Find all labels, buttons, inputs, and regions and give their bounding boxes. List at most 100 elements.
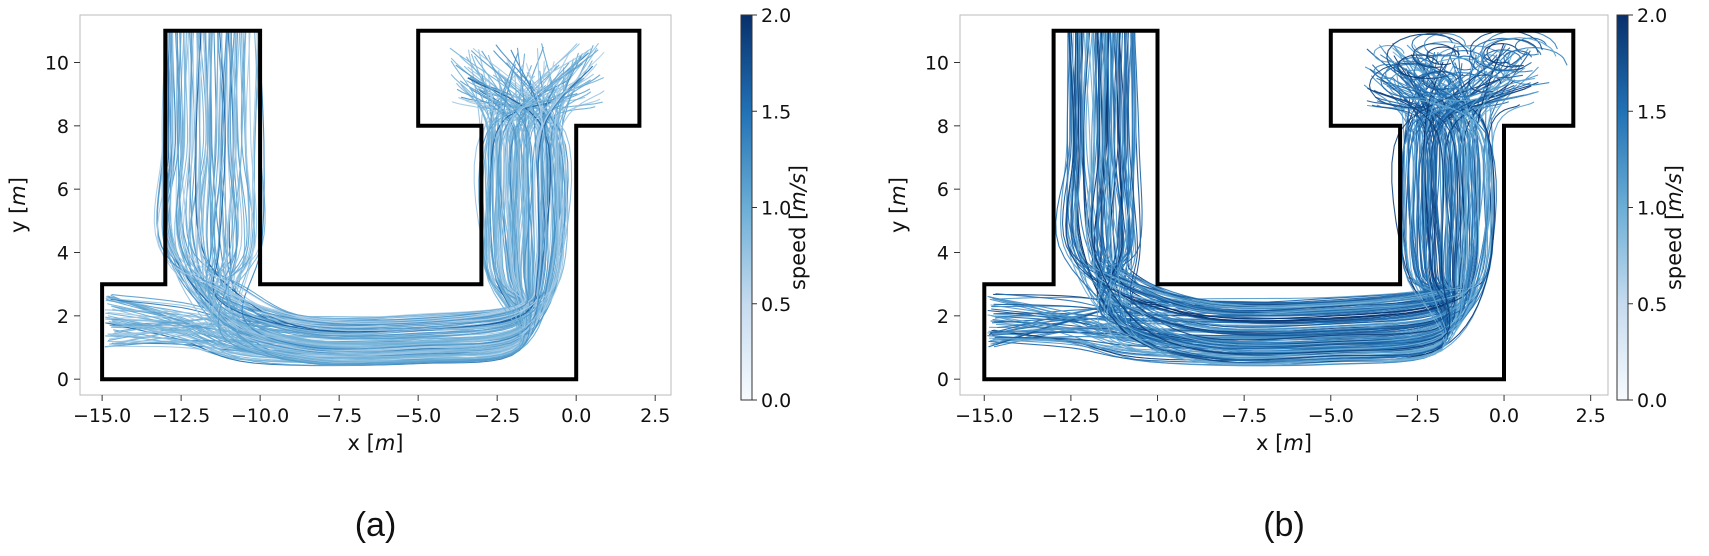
x-axis-label: x [m] [1256, 431, 1312, 455]
y-tick-label: 0 [57, 369, 69, 391]
y-axis-label-base: y [886, 221, 910, 233]
trajectory-line [216, 30, 562, 338]
colorbar-tick-label: 0.5 [761, 294, 791, 316]
x-axis-label-unit: m [1283, 431, 1303, 455]
trajectory-loop [1420, 57, 1499, 102]
trajectory-line [1102, 30, 1520, 364]
y-tick-label: 10 [45, 53, 69, 75]
x-tick-label: −12.5 [152, 405, 210, 427]
colorbar-label-bracket: ] [1662, 165, 1686, 173]
plot-frame [959, 14, 1609, 396]
wall-outline [982, 28, 1576, 382]
y-axis-label: y [m] [6, 177, 30, 233]
plot-frame [79, 14, 672, 396]
x-tick-label: −7.5 [1221, 405, 1267, 427]
colorbar [740, 14, 753, 401]
x-tick-label: 0.0 [561, 405, 591, 427]
trajectory-line [1122, 30, 1482, 330]
trajectory-line [1080, 30, 1532, 333]
trajectory-line [1092, 30, 1447, 315]
trajectory-loop [1503, 50, 1532, 67]
trajectory-loop [1411, 32, 1453, 57]
y-axis-label-bracket: ] [886, 177, 910, 185]
trajectory-loop [1481, 29, 1558, 73]
colorbar-tick-label: 0.0 [761, 390, 791, 412]
x-tick-label: −15.0 [955, 405, 1013, 427]
colorbar-tick-label: 0.0 [1637, 390, 1667, 412]
trajectory-line [212, 30, 559, 347]
colorbar-label-bracket: ] [786, 165, 810, 173]
trajectory-line [1106, 30, 1446, 304]
trajectory-loop [1475, 54, 1500, 69]
trajectory-line [1105, 30, 1445, 365]
trajectory-line [175, 30, 555, 347]
trajectory-line [205, 30, 534, 326]
trajectory-line [208, 30, 583, 340]
y-tick-label: 8 [57, 116, 69, 138]
x-axis-label-bracket: [ [360, 431, 375, 455]
colorbar-tick-label: 1.5 [761, 101, 791, 123]
x-tick-label: −5.0 [1308, 405, 1354, 427]
trajectory-line [993, 98, 1446, 323]
x-axis-label: x [m] [348, 431, 404, 455]
trajectory-loop [1477, 37, 1557, 82]
trajectory-loop [1422, 70, 1457, 91]
trajectory-loop [1373, 63, 1400, 79]
trajectory-line [991, 67, 1525, 334]
y-axis-label-base: y [6, 221, 30, 233]
y-tick-label: 8 [937, 116, 949, 138]
trajectory-line [1075, 30, 1493, 307]
colorbar-label-unit: m/s [1662, 173, 1686, 212]
x-tick-label: −7.5 [316, 405, 362, 427]
y-axis-label-unit: m [886, 185, 910, 205]
trajectories [987, 29, 1568, 367]
trajectory-line [1099, 30, 1490, 353]
colorbar-label-unit: m/s [786, 173, 810, 212]
colorbar-label: speed [m/s] [1662, 165, 1686, 290]
trajectory-loop [1438, 72, 1484, 98]
trajectory-line [161, 30, 548, 332]
colorbar-label: speed [m/s] [786, 165, 810, 290]
trajectory-loop [1498, 47, 1568, 86]
trajectory-line [211, 30, 535, 345]
trajectory-line [1100, 30, 1498, 317]
panel-b: −15.0 −12.5 −10.0 −7.5 −5.0 −2.5 0.0 2.5 0 2 4 6 8 10… [886, 5, 1686, 544]
trajectory-line [210, 30, 534, 357]
colorbar-tick-label: 0.5 [1637, 294, 1667, 316]
colorbar-tick-label: 1.5 [1637, 101, 1667, 123]
trajectory-line [1109, 30, 1449, 322]
trajectory-line [111, 79, 527, 343]
x-axis-label-base: x [348, 431, 360, 455]
trajectory-loop [1482, 49, 1522, 72]
trajectory-line [1098, 30, 1479, 347]
colorbar-tick-label: 2.0 [761, 5, 791, 27]
trajectory-line [223, 30, 594, 328]
trajectory-line [1127, 30, 1448, 335]
trajectory-line [1055, 30, 1462, 361]
y-tick-label: 4 [57, 243, 69, 265]
x-tick-label: −2.5 [474, 405, 520, 427]
trajectory-line [187, 30, 574, 336]
x-tick-label: 2.5 [1576, 405, 1606, 427]
trajectories [104, 30, 605, 367]
trajectory-line [1111, 30, 1448, 312]
x-tick-label: 0.0 [1489, 405, 1519, 427]
y-axis-label-unit: m [6, 185, 30, 205]
trajectory-line [1106, 30, 1453, 349]
colorbar-label-bracket: [ [1662, 212, 1686, 227]
trajectory-line [226, 30, 523, 350]
y-axis-label-bracket: ] [6, 177, 30, 185]
trajectory-loop [1483, 43, 1520, 64]
x-tick-label: −2.5 [1394, 405, 1440, 427]
wall-outline [100, 28, 642, 382]
x-axis-label-bracket: ] [395, 431, 403, 455]
x-tick-label: −5.0 [395, 405, 441, 427]
trajectory-loop [1514, 37, 1547, 56]
y-tick-label: 6 [57, 179, 69, 201]
x-axis-label-bracket: ] [1304, 431, 1312, 455]
trajectory-line [1099, 30, 1450, 310]
trajectory-line [1108, 30, 1515, 354]
panel-a: −15.0 −12.5 −10.0 −7.5 −5.0 −2.5 0.0 2.5 0 2 4 6 8 10… [6, 5, 810, 544]
trajectory-loop [1412, 41, 1478, 78]
y-tick-label: 10 [925, 53, 949, 75]
